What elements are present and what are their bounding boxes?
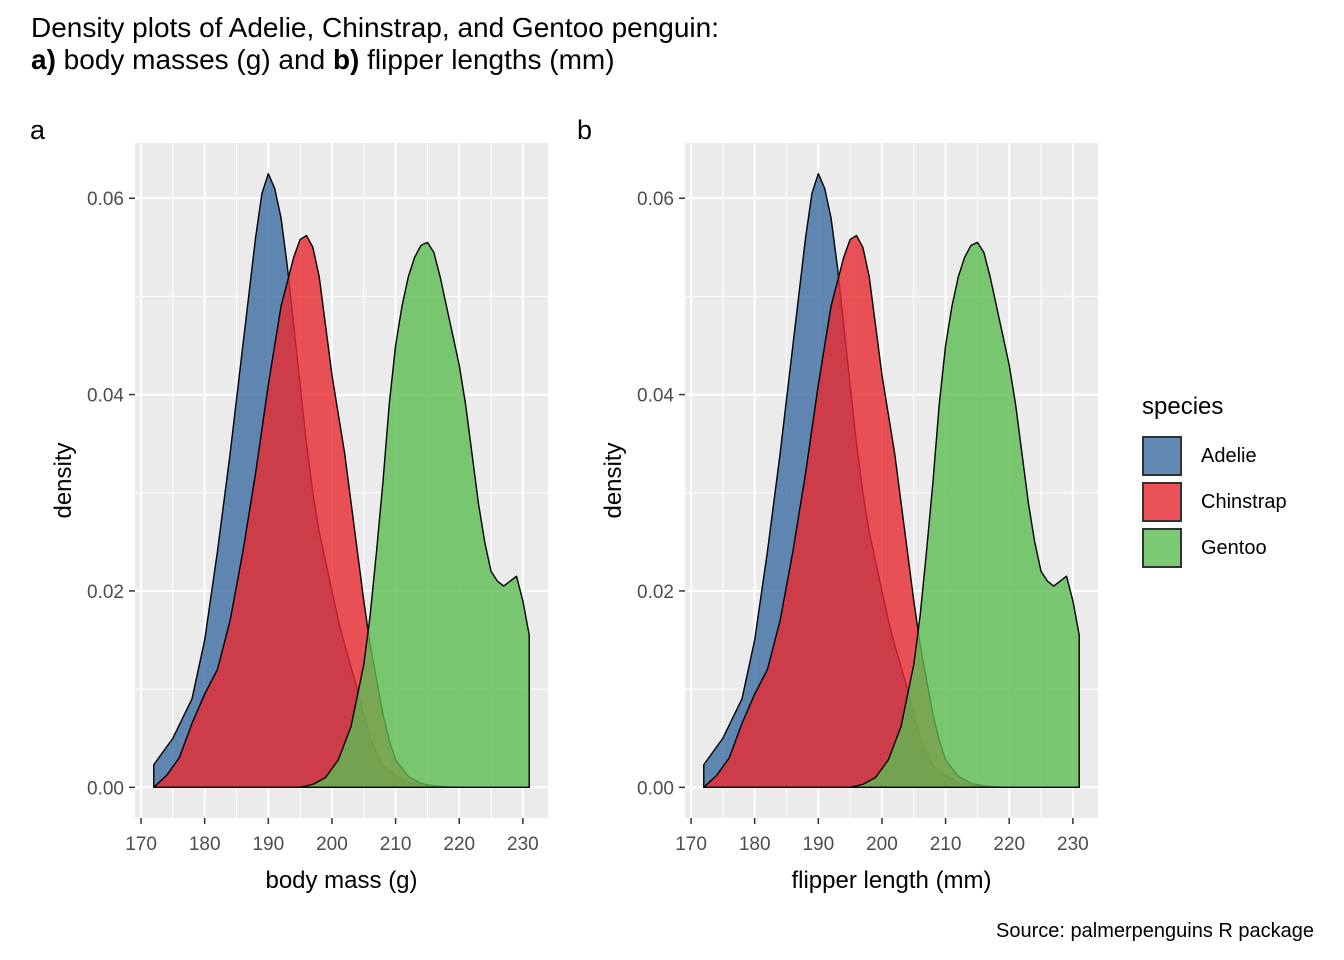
density-area-gentoo — [849, 241, 1080, 789]
x-tick-label: 170 — [125, 834, 157, 855]
legend-swatch-chinstrap — [1142, 482, 1182, 522]
y-tick-label: 0.06 — [87, 189, 124, 210]
legend-swatch-adelie — [1142, 436, 1182, 476]
x-axis-title: flipper length (mm) — [791, 867, 991, 894]
x-tick-label: 200 — [866, 834, 898, 855]
legend-label-gentoo: Gentoo — [1201, 536, 1267, 559]
title-part-b-text: flipper lengths (mm) — [359, 44, 615, 75]
panel-tag-a: a — [30, 115, 46, 145]
x-tick-label: 210 — [380, 834, 412, 855]
chart-title: Density plots of Adelie, Chinstrap, and … — [31, 12, 719, 76]
x-tick-label: 230 — [1057, 834, 1089, 855]
x-tick-label: 190 — [802, 834, 834, 855]
title-line-2: a) body masses (g) and b) flipper length… — [31, 44, 719, 76]
legend-item-gentoo: Gentoo — [1142, 525, 1287, 571]
x-tick-label: 170 — [675, 834, 707, 855]
source-caption: Source: palmerpenguins R package — [996, 920, 1314, 942]
y-tick-label: 0.02 — [87, 582, 124, 603]
panel-b: 170 180 190 200 210 220 230 0.00 0.02 0.04 0.06 fli… — [600, 143, 1098, 894]
y-tick-label: 0.06 — [637, 189, 674, 210]
x-tick-label: 220 — [993, 834, 1025, 855]
y-tick-label: 0.04 — [637, 386, 674, 407]
x-tick-label: 220 — [443, 834, 475, 855]
x-tick-label: 180 — [739, 834, 771, 855]
panel-a: 170 180 190 200 210 220 230 0.00 0.02 0.04 0.06 bod… — [50, 143, 548, 894]
legend-item-adelie: Adelie — [1142, 433, 1287, 479]
legend-label-chinstrap: Chinstrap — [1201, 490, 1287, 513]
y-tick-label: 0.04 — [87, 386, 124, 407]
y-axis-title: density — [50, 442, 77, 518]
x-tick-label: 230 — [507, 834, 539, 855]
panel-tag-b: b — [577, 115, 593, 145]
legend-label-adelie: Adelie — [1201, 444, 1257, 467]
title-part-b: b) — [332, 44, 360, 75]
x-tick-label: 190 — [252, 834, 284, 855]
y-tick-label: 0.00 — [87, 778, 124, 799]
legend-item-chinstrap: Chinstrap — [1142, 479, 1287, 525]
y-tick-label: 0.02 — [637, 582, 674, 603]
y-axis-title: density — [600, 442, 627, 518]
legend-title: species — [1142, 393, 1224, 420]
title-line-1: Density plots of Adelie, Chinstrap, and … — [31, 12, 719, 43]
title-part-a: a) — [31, 44, 56, 75]
density-area-gentoo — [299, 241, 530, 789]
x-tick-label: 180 — [189, 834, 221, 855]
y-tick-label: 0.00 — [637, 778, 674, 799]
x-tick-label: 210 — [930, 834, 962, 855]
title-part-a-text: body masses (g) and — [55, 44, 333, 75]
legend-swatch-gentoo — [1142, 528, 1182, 568]
x-axis-title: body mass (g) — [265, 867, 417, 894]
legend: species Adelie Chinstrap Gentoo — [1142, 393, 1287, 571]
x-tick-label: 200 — [316, 834, 348, 855]
